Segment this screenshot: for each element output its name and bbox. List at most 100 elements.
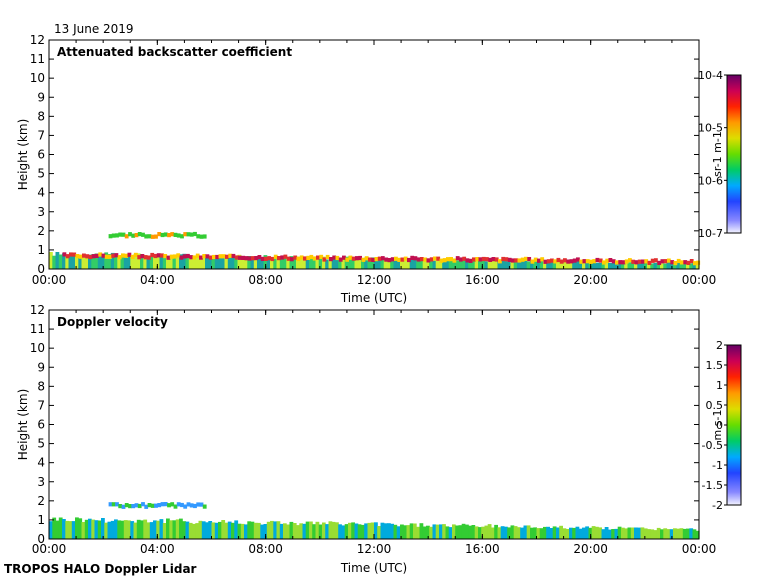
boundary-layer-echo-cell [517, 260, 521, 269]
boundary-layer-echo-cell [390, 259, 394, 269]
boundary-layer-velocity-cell [396, 526, 401, 539]
boundary-layer-echo-cell [377, 258, 381, 269]
boundary-layer-velocity-cell [634, 527, 638, 539]
x-axis-label: Time (UTC) [340, 291, 407, 305]
boundary-layer-velocity-cell [455, 525, 459, 539]
boundary-layer-velocity-cell [679, 528, 684, 539]
boundary-layer-velocity-cell [549, 528, 554, 539]
boundary-layer-velocity-cell [617, 526, 622, 539]
elevated-layer-cell [173, 232, 178, 237]
boundary-layer-echo-cell [58, 254, 63, 269]
boundary-layer-echo-cell [188, 255, 193, 269]
elevated-layer-cell [167, 233, 171, 238]
aerosol-layer-top-cell [238, 255, 242, 260]
y-tick-label: 12 [30, 33, 45, 47]
aerosol-layer-top-cell [598, 258, 603, 263]
aerosol-layer-top-cell [631, 259, 636, 264]
boundary-layer-velocity-cell [312, 524, 316, 539]
boundary-layer-velocity-cell [419, 523, 424, 539]
aerosol-layer-top-cell [192, 255, 197, 260]
elevated-layer-cell [141, 502, 145, 507]
elevated-layer-cell [108, 502, 113, 507]
x-tick-label: 16:00 [465, 542, 500, 556]
elevated-layer-cell [170, 232, 175, 237]
boundary-layer-velocity-cell [94, 520, 99, 539]
boundary-layer-echo-cell [481, 259, 485, 269]
elevated-layer-cell [157, 232, 162, 237]
boundary-layer-echo-cell [351, 259, 355, 269]
boundary-layer-velocity-cell [283, 523, 287, 539]
aerosol-layer-top-cell [176, 253, 181, 258]
elevated-layer-cell [111, 233, 116, 238]
aerosol-layer-top-cell [329, 257, 333, 262]
aerosol-layer-top-cell [394, 256, 398, 261]
boundary-layer-echo-cell [305, 257, 310, 269]
aerosol-layer-top-cell [221, 254, 226, 259]
boundary-layer-velocity-cell [530, 527, 534, 539]
y-tick-label: 8 [37, 379, 45, 393]
aerosol-layer-top-cell [72, 252, 77, 257]
y-tick-label: 2 [37, 494, 45, 508]
boundary-layer-velocity-cell [175, 519, 180, 539]
boundary-layer-velocity-cell [491, 527, 495, 539]
boundary-layer-echo-cell [162, 255, 167, 269]
aerosol-layer-top-cell [501, 256, 506, 262]
boundary-layer-velocity-cell [143, 519, 148, 539]
aerosol-layer-top-cell [82, 253, 86, 258]
aerosol-layer-top-cell [686, 260, 691, 265]
y-tick-label: 4 [37, 456, 45, 470]
boundary-layer-echo-cell [591, 260, 596, 269]
elevated-layer-cell [167, 503, 171, 508]
boundary-layer-echo-cell [260, 258, 265, 269]
elevated-layer-cell [193, 231, 197, 237]
aerosol-layer-top-cell [416, 257, 421, 262]
boundary-layer-velocity-cell [101, 518, 105, 539]
colorbar-tick-label: 0 [716, 419, 723, 432]
boundary-layer-velocity-cell [663, 528, 668, 539]
elevated-layer-cell [160, 232, 165, 238]
boundary-layer-velocity-cell [81, 522, 86, 539]
aerosol-layer-top-cell [654, 258, 658, 263]
boundary-layer-velocity [49, 517, 700, 539]
boundary-layer-echo-cell [114, 255, 118, 269]
boundary-layer-echo-cell [621, 263, 625, 269]
elevated-layer-cell [154, 234, 158, 239]
x-axis-label: Time (UTC) [340, 561, 407, 575]
aerosol-layer-top-cell [384, 257, 389, 262]
boundary-layer-echo-cell [611, 263, 615, 269]
boundary-layer-velocity-cell [231, 522, 235, 539]
boundary-layer-echo-cell [468, 259, 472, 269]
boundary-layer-echo-cell [224, 257, 229, 269]
aerosol-layer-top-cell [569, 259, 574, 264]
elevated-layer-cell [128, 504, 132, 509]
boundary-layer-echo-cell [643, 262, 648, 269]
boundary-layer-echo-cell [452, 259, 456, 269]
boundary-layer-echo-cell [383, 259, 388, 269]
x-tick-label: 12:00 [357, 273, 392, 287]
boundary-layer-echo-cell [429, 258, 433, 269]
aerosol-layer-top-cell [624, 259, 629, 264]
aerosol-layer-top-cell [205, 254, 210, 259]
boundary-layer-velocity-cell [153, 520, 157, 539]
boundary-layer-velocity-cell [156, 520, 161, 539]
elevated-layer-cell [183, 232, 188, 237]
aerosol-layer-top-cell [186, 253, 190, 259]
aerosol-layer-top-cell [387, 258, 392, 263]
y-tick-label: 5 [37, 167, 45, 181]
elevated-layer-cell [160, 502, 165, 507]
aerosol-layer-top-cell [663, 259, 668, 264]
boundary-layer-echo-cell [500, 259, 505, 269]
aerosol-layer-top-cell [75, 254, 80, 259]
boundary-layer-echo-cell [585, 261, 589, 269]
aerosol-layer-top-cell [494, 257, 499, 262]
boundary-layer-echo-cell [679, 262, 684, 269]
boundary-layer-echo-cell [221, 255, 226, 269]
boundary-layer-echo-cell [270, 257, 274, 269]
boundary-layer-echo-cell [478, 260, 482, 269]
aerosol-layer-top-cell [306, 255, 311, 260]
aerosol-layer-top-cell [124, 253, 129, 258]
aerosol-layer-top-cell [689, 259, 694, 264]
boundary-layer-echo-cell [530, 260, 534, 269]
x-tick-label: 12:00 [357, 542, 392, 556]
colorbar-tick-label: -1.5 [702, 479, 723, 492]
